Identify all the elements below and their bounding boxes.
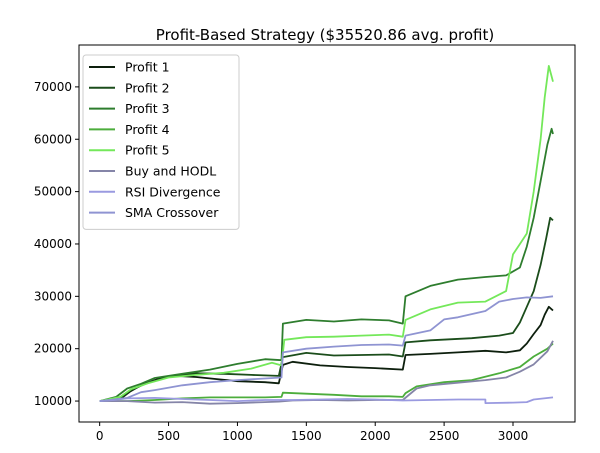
x-tick-label: 3000: [498, 429, 529, 443]
legend-label: Profit 5: [125, 143, 170, 158]
series-line-8: [99, 295, 554, 402]
x-tick-label: 0: [96, 429, 104, 443]
legend: Profit 1 Profit 2 Profit 3 Profit 4 Profit 5…: [82, 54, 240, 230]
legend-label: Profit 4: [125, 122, 170, 137]
series-line-4: [99, 342, 554, 402]
y-tick-label: 50000: [34, 185, 72, 199]
series-line-6: [99, 340, 554, 405]
y-tick-label: 70000: [34, 80, 72, 94]
series-line-5: [99, 65, 554, 402]
x-tick-label: 500: [157, 429, 180, 443]
legend-label: RSI Divergence: [125, 184, 221, 199]
x-tick-label: 1500: [291, 429, 322, 443]
series-lines: [99, 65, 554, 405]
legend-label: Profit 3: [125, 101, 170, 116]
legend-frame: [82, 54, 240, 230]
x-tick-label: 2000: [360, 429, 391, 443]
y-tick-label: 20000: [34, 342, 72, 356]
x-tick-label: 1000: [222, 429, 253, 443]
legend-label: Buy and HODL: [125, 164, 216, 179]
legend-label: Profit 2: [125, 80, 170, 95]
series-line-3: [99, 127, 554, 402]
legend-label: Profit 1: [125, 60, 170, 75]
legend-label: SMA Crossover: [125, 205, 219, 220]
y-tick-label: 40000: [34, 237, 72, 251]
axis-ticks: 0 500 1000 1500 2000 2500 3000 10000 20000 30000 4…: [34, 80, 528, 443]
x-tick-label: 2500: [429, 429, 460, 443]
y-tick-label: 60000: [34, 132, 72, 146]
chart-title: Profit-Based Strategy ($35520.86 avg. pr…: [156, 26, 494, 44]
y-tick-label: 10000: [34, 394, 72, 408]
y-tick-label: 30000: [34, 289, 72, 303]
series-line-7: [99, 396, 554, 404]
